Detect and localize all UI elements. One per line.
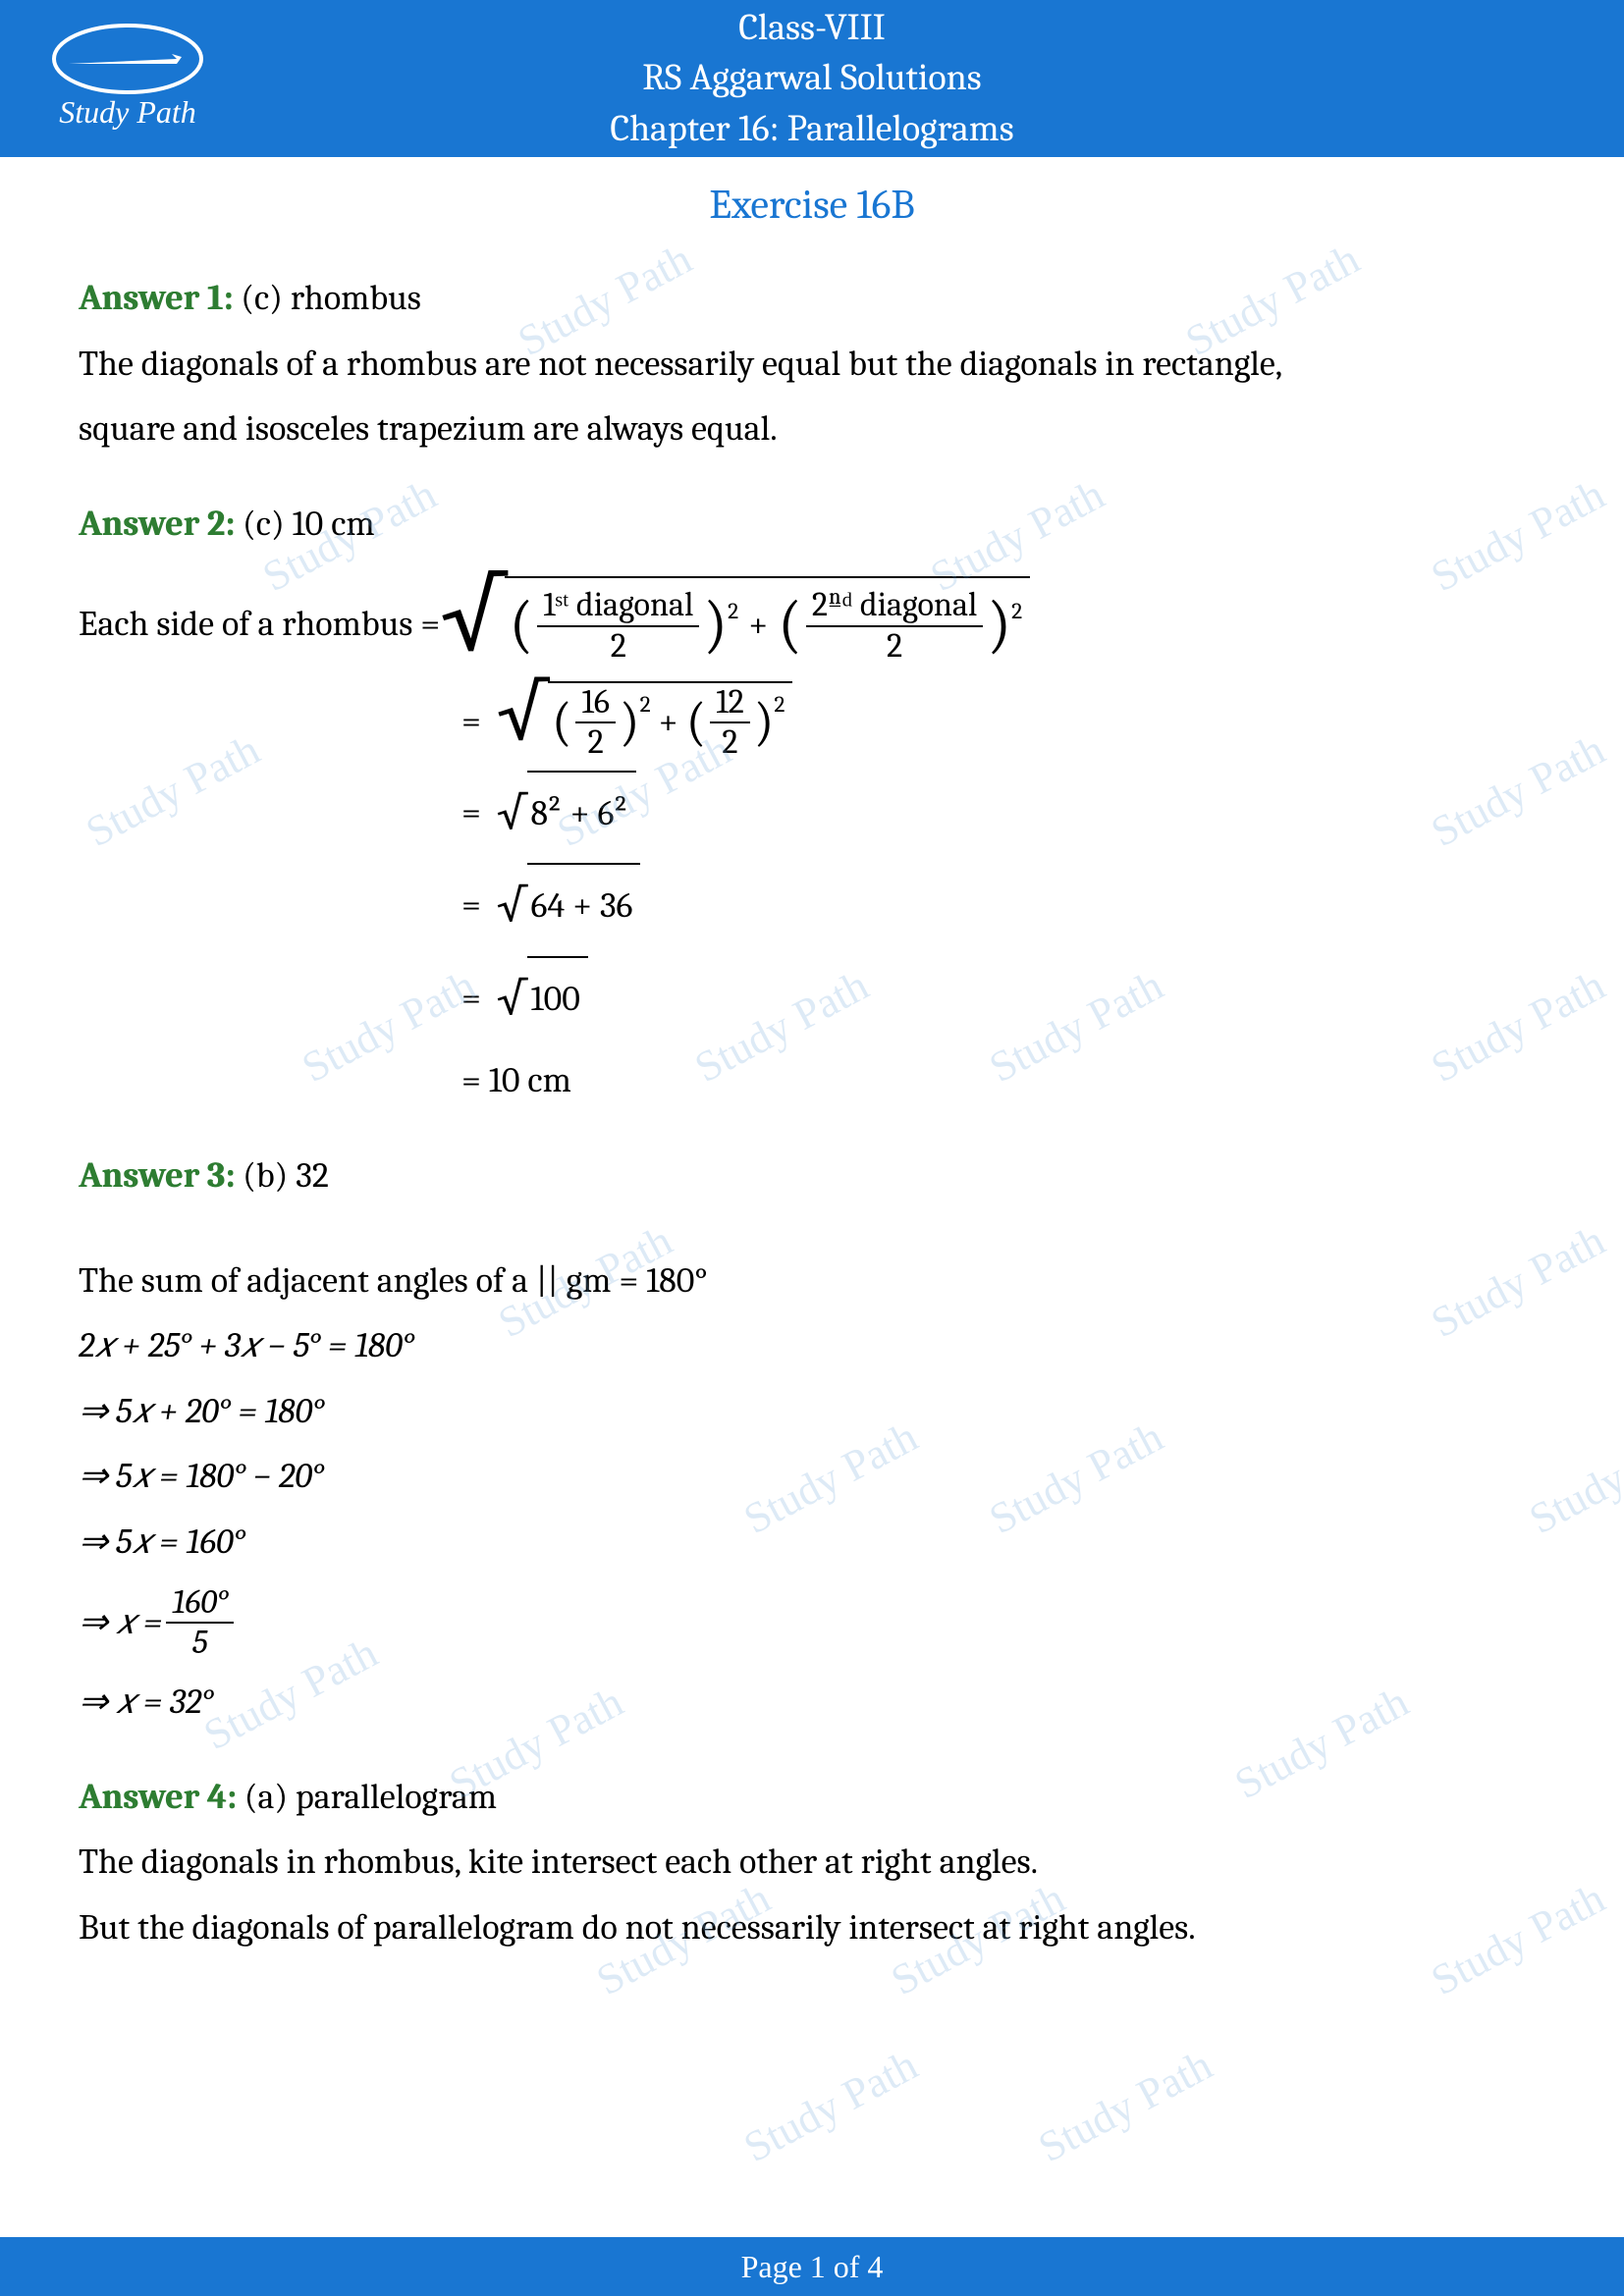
- sqrt-icon: √ ( 1ˢᵗ diagonal2 ) 2 + ( 2ⁿᵈ diagonal2 …: [440, 576, 1030, 673]
- s2e2: 2: [774, 683, 785, 725]
- s4: 64 + 36: [527, 863, 641, 948]
- a3-line1: The sum of adjacent angles of a || gm = …: [79, 1249, 1545, 1314]
- content: Answer 1: (c) rhombus The diagonals of a…: [0, 229, 1624, 1961]
- page-footer: Page 1 of 4: [0, 2237, 1624, 2296]
- d1-den: 2: [605, 627, 632, 666]
- watermark: Study Path: [735, 2040, 925, 2172]
- s2d2: 2: [716, 723, 743, 762]
- s2n2: 12: [710, 683, 750, 723]
- a3-l6-d: 5: [187, 1624, 214, 1662]
- a2-step4: = √64 + 36: [461, 863, 1545, 948]
- s3: 8² + 6²: [527, 771, 636, 856]
- a3-line2: 2𝑥 + 25° + 3𝑥 − 5° = 180°: [79, 1313, 1545, 1379]
- header-line1: Class-VIII: [0, 3, 1624, 53]
- answer-4: Answer 4: (a) parallelogram The diagonal…: [79, 1765, 1545, 1961]
- answer-2-lead: Each side of a rhombus =: [79, 592, 440, 658]
- s2d1: 2: [582, 723, 610, 762]
- a3-line4: ⇒ 5𝑥 = 180° − 20°: [79, 1444, 1545, 1510]
- a3-l6-pre: ⇒ 𝑥 =: [79, 1590, 162, 1656]
- answer-2-label: Answer 2:: [79, 504, 235, 544]
- page-number: Page 1 of 4: [741, 2249, 884, 2285]
- a3-line6: ⇒ 𝑥 = 160°5: [79, 1583, 1545, 1663]
- a2-step5: = √100: [461, 956, 1545, 1041]
- answer-1: Answer 1: (c) rhombus The diagonals of a…: [79, 266, 1545, 462]
- s2n1: 16: [575, 683, 615, 723]
- sq1: 2: [728, 590, 738, 632]
- a2-step3: = √8² + 6²: [461, 771, 1545, 856]
- answer-2-choice: (c) 10 cm: [235, 504, 375, 544]
- a2-step2: = √ ( 162 ) 2 + ( 122 ) 2: [461, 681, 1545, 763]
- answer-3: Answer 3: (b) 32 The sum of adjacent ang…: [79, 1144, 1545, 1735]
- page-header: Study Path Class-VIII RS Aggarwal Soluti…: [0, 0, 1624, 157]
- logo-text: Study Path: [59, 94, 196, 130]
- answer-3-choice: (b) 32: [235, 1155, 329, 1196]
- answer-2: Answer 2: (c) 10 cm Each side of a rhomb…: [79, 492, 1545, 1114]
- answer-4-text2: But the diagonals of parallelogram do no…: [79, 1896, 1545, 1961]
- d1-label: 1ˢᵗ diagonal: [537, 586, 699, 626]
- logo: Study Path: [29, 20, 226, 137]
- answer-3-label: Answer 3:: [79, 1155, 235, 1196]
- answer-4-text1: The diagonals in rhombus, kite intersect…: [79, 1830, 1545, 1896]
- d2-label: 2ⁿᵈ diagonal: [806, 586, 983, 626]
- sq2: 2: [1011, 590, 1022, 632]
- answer-1-label: Answer 1:: [79, 278, 233, 318]
- header-line3: Chapter 16: Parallelograms: [0, 104, 1624, 154]
- a2-step6: = 10 cm: [461, 1048, 1545, 1114]
- d2-den: 2: [881, 627, 908, 666]
- a3-line3: ⇒ 5𝑥 + 20° = 180°: [79, 1379, 1545, 1445]
- answer-4-choice: (a) parallelogram: [237, 1777, 497, 1817]
- watermark: Study Path: [1030, 2040, 1219, 2172]
- s2e1: 2: [640, 683, 651, 725]
- s5: 100: [527, 956, 588, 1041]
- header-line2: RS Aggarwal Solutions: [0, 53, 1624, 103]
- header-title: Class-VIII RS Aggarwal Solutions Chapter…: [0, 3, 1624, 154]
- answer-1-text1: The diagonals of a rhombus are not neces…: [79, 332, 1545, 398]
- exercise-title: Exercise 16B: [0, 181, 1624, 229]
- a3-l6-n: 160°: [166, 1583, 234, 1624]
- answer-1-text2: square and isosceles trapezium are alway…: [79, 397, 1545, 462]
- a3-line7: ⇒ 𝑥 = 32°: [79, 1670, 1545, 1735]
- answer-1-choice: (c) rhombus: [233, 278, 421, 318]
- answer-4-label: Answer 4:: [79, 1777, 237, 1817]
- a3-line5: ⇒ 5𝑥 = 160°: [79, 1510, 1545, 1575]
